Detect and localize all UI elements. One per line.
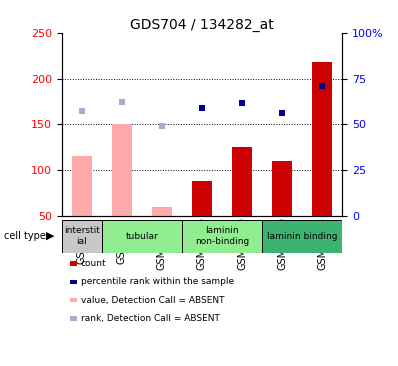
- Title: GDS704 / 134282_at: GDS704 / 134282_at: [130, 18, 274, 32]
- Text: percentile rank within the sample: percentile rank within the sample: [81, 277, 234, 286]
- Bar: [312, 62, 332, 216]
- Bar: [62, 220, 102, 253]
- Text: ▶: ▶: [45, 231, 54, 241]
- Text: interstit
ial: interstit ial: [64, 226, 100, 246]
- Text: tubular: tubular: [125, 232, 158, 240]
- Bar: [262, 220, 342, 253]
- Text: rank, Detection Call = ABSENT: rank, Detection Call = ABSENT: [81, 314, 220, 323]
- Text: cell type: cell type: [4, 231, 46, 241]
- Bar: [272, 161, 292, 216]
- Text: value, Detection Call = ABSENT: value, Detection Call = ABSENT: [81, 296, 224, 305]
- Text: laminin binding: laminin binding: [267, 232, 338, 240]
- Bar: [152, 207, 172, 216]
- Text: count: count: [81, 259, 106, 268]
- Bar: [192, 181, 212, 216]
- Text: laminin
non-binding: laminin non-binding: [195, 226, 249, 246]
- Bar: [112, 124, 132, 216]
- Bar: [232, 147, 252, 216]
- Bar: [102, 220, 182, 253]
- Bar: [182, 220, 262, 253]
- Bar: [72, 157, 92, 216]
